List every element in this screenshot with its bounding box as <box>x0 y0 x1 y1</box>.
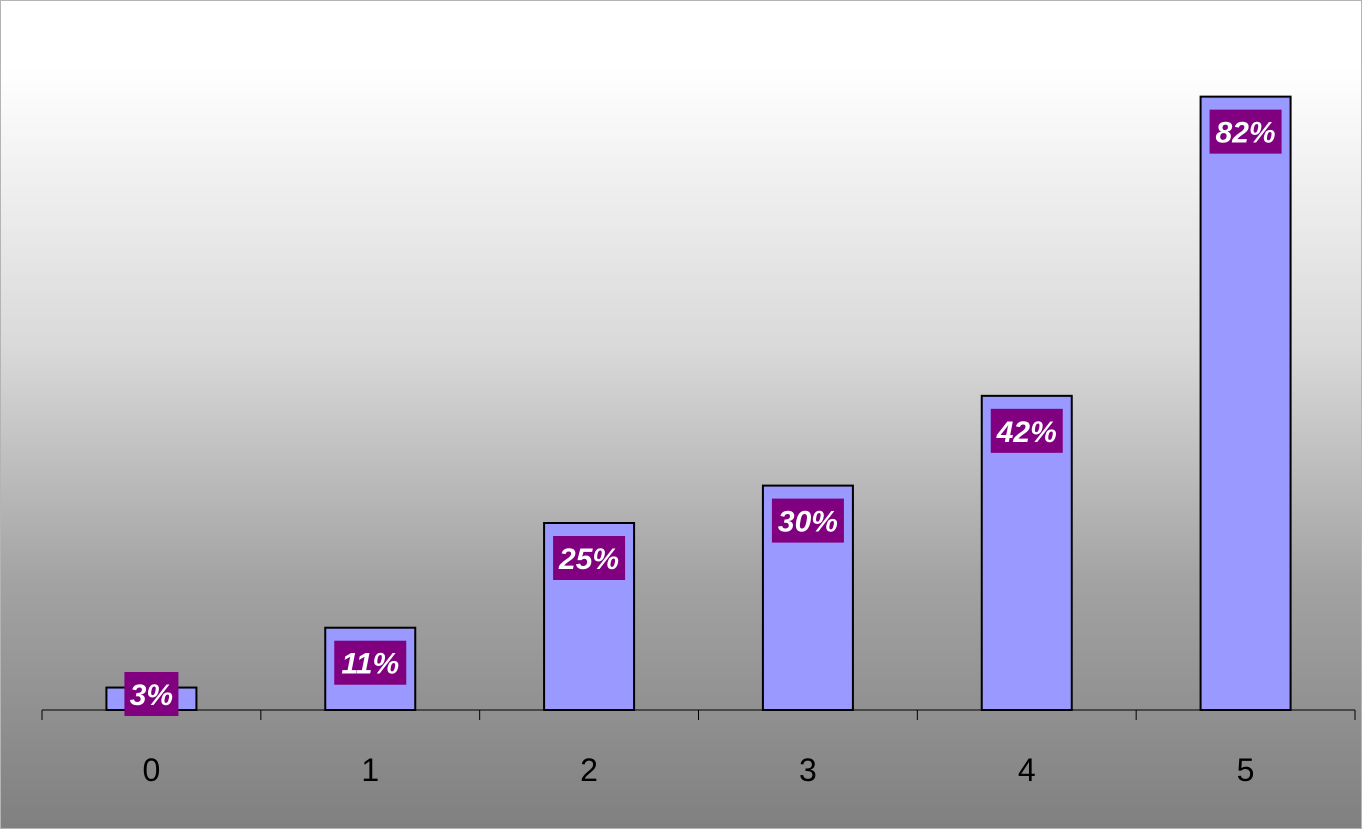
x-tick-label: 2 <box>580 752 598 788</box>
data-label-background <box>334 640 407 685</box>
x-tick-label: 1 <box>361 752 379 788</box>
data-label-5: 82% <box>1209 109 1282 154</box>
data-label-background <box>1209 109 1282 154</box>
data-label-background <box>553 536 626 580</box>
data-label-text: 11% <box>341 648 399 681</box>
data-label-text: 25% <box>558 543 619 576</box>
data-label-4: 42% <box>990 408 1063 453</box>
data-label-0: 3% <box>124 672 179 716</box>
data-label-3: 30% <box>771 498 844 543</box>
data-label-2: 25% <box>553 536 626 580</box>
x-axis-ticks <box>41 710 1356 720</box>
data-label-text: 3% <box>130 679 173 712</box>
data-label-text: 42% <box>996 416 1057 449</box>
data-label-1: 11% <box>334 640 407 685</box>
x-tick-label: 3 <box>799 752 817 788</box>
data-labels: 3% 11% 25% 30% 42% 82% <box>124 109 1282 716</box>
x-tick-label: 4 <box>1018 752 1036 788</box>
data-label-text: 82% <box>1216 117 1276 150</box>
data-label-background <box>771 498 844 543</box>
data-label-background <box>990 408 1063 453</box>
data-label-background <box>124 672 179 716</box>
data-label-text: 30% <box>778 506 838 539</box>
bar-5 <box>1199 95 1292 711</box>
x-tick-label: 5 <box>1237 752 1255 788</box>
x-axis-tick-labels: 0 1 2 3 4 5 <box>143 752 1255 788</box>
x-tick-label: 0 <box>143 752 161 788</box>
bars-layer <box>105 95 1292 711</box>
